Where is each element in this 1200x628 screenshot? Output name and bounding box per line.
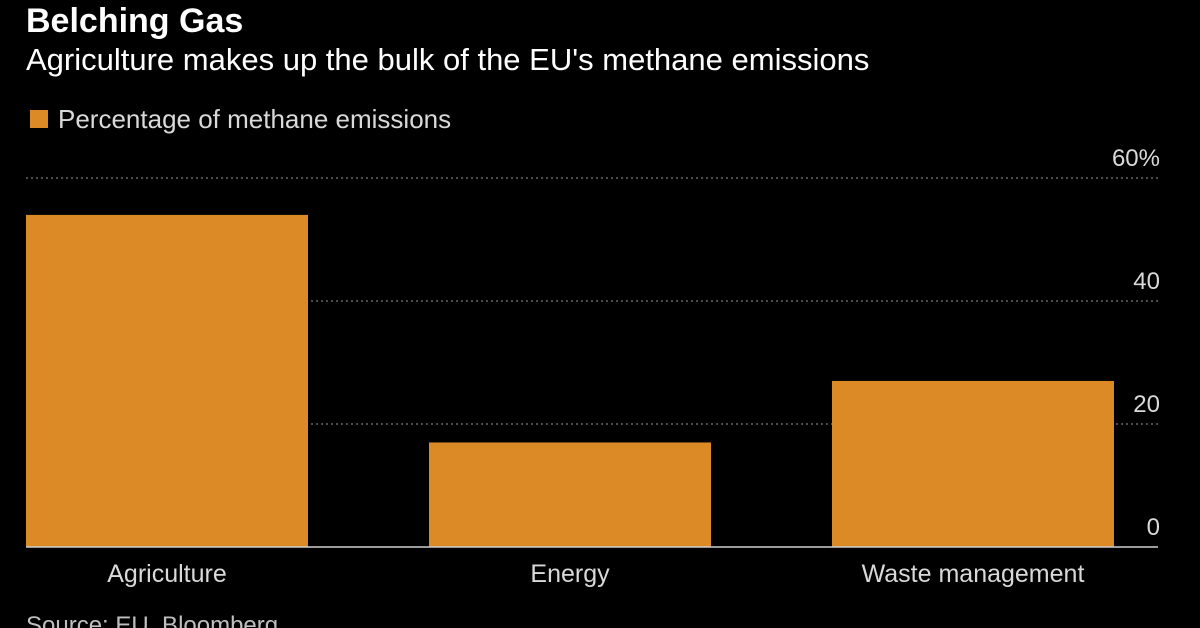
bar-agriculture: [26, 214, 308, 547]
chart-title: Belching Gas: [26, 2, 244, 40]
legend: Percentage of methane emissions: [30, 104, 451, 134]
bar-waste-management: [832, 380, 1114, 547]
y-tick-label: 40: [1133, 268, 1160, 295]
x-tick-label: Energy: [530, 560, 610, 588]
chart-subtitle: Agriculture makes up the bulk of the EU'…: [26, 42, 870, 77]
x-tick-label: Agriculture: [107, 560, 227, 588]
y-tick-label: 0: [1147, 514, 1160, 541]
legend-label: Percentage of methane emissions: [58, 103, 452, 134]
source-note: Source: EU, Bloomberg: [26, 612, 279, 628]
y-tick-label: 60%: [1112, 145, 1160, 172]
bar-energy: [429, 442, 711, 547]
legend-swatch: [30, 110, 48, 128]
y-tick-label: 20: [1133, 391, 1160, 418]
x-tick-label: Waste management: [862, 560, 1085, 588]
